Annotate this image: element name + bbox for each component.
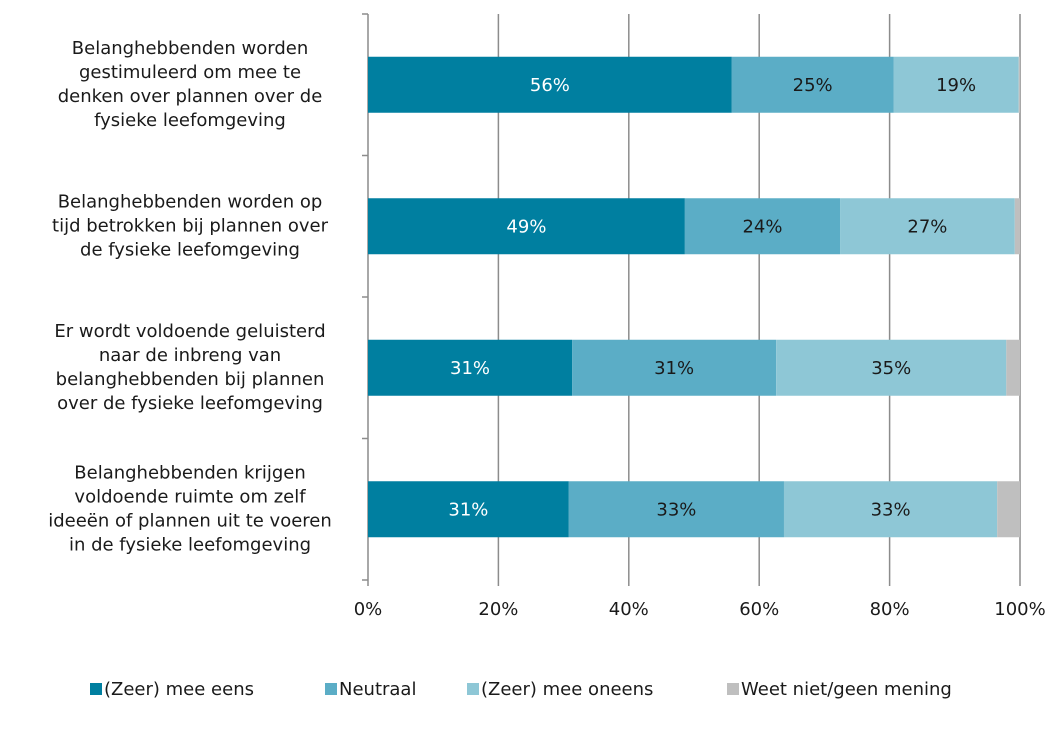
x-tick-label: 20% (478, 599, 518, 620)
category-label: belanghebbenden bij plannen (56, 369, 325, 390)
legend-label: (Zeer) mee eens (104, 679, 254, 700)
x-tick-label: 40% (609, 599, 649, 620)
value-label: 27% (907, 216, 947, 237)
category-label: tijd betrokken bij plannen over (52, 215, 329, 236)
legend-label: Weet niet/geen mening (741, 679, 952, 700)
category-label: naar de inbreng van (99, 345, 281, 366)
category-label: denken over plannen over de (58, 86, 323, 107)
bar-segment (368, 56, 732, 113)
bar-segment (893, 56, 1019, 113)
category-label: over de fysieke leefomgeving (57, 393, 323, 414)
bar-segment (997, 481, 1020, 538)
value-label: 31% (654, 358, 694, 379)
category-label: Belanghebbenden krijgen (74, 462, 305, 483)
legend-swatch (727, 683, 739, 695)
bar-segment (776, 339, 1007, 396)
bar-segment (1018, 56, 1020, 113)
category-label: voldoende ruimte om zelf (74, 486, 306, 507)
legend-swatch (325, 683, 337, 695)
legend-swatch (90, 683, 102, 695)
bar-segment (1006, 339, 1020, 396)
value-label: 56% (530, 75, 570, 96)
category-label: ideeën of plannen uit te voeren (48, 510, 332, 531)
bar-segment (783, 481, 998, 538)
value-label: 35% (871, 358, 911, 379)
category-label: fysieke leefomgeving (94, 110, 286, 131)
category-label: Er wordt voldoende geluisterd (54, 321, 325, 342)
x-tick-label: 80% (870, 599, 910, 620)
x-tick-label: 100% (994, 599, 1045, 620)
bar-segment (572, 339, 777, 396)
value-label: 49% (506, 216, 546, 237)
bar-segment (684, 198, 841, 255)
bar-segment (368, 198, 685, 255)
value-label: 31% (448, 499, 488, 520)
legend-label: (Zeer) mee oneens (481, 679, 653, 700)
category-label: in de fysieke leefomgeving (69, 534, 311, 555)
bar-segment (568, 481, 784, 538)
bar-segment (368, 481, 569, 538)
value-label: 24% (742, 216, 782, 237)
value-label: 19% (936, 75, 976, 96)
value-label: 31% (450, 358, 490, 379)
category-label: de fysieke leefomgeving (80, 239, 300, 260)
value-label: 33% (871, 499, 911, 520)
category-label: Belanghebbenden worden (72, 38, 308, 59)
category-label: Belanghebbenden worden op (58, 191, 323, 212)
value-label: 33% (656, 499, 696, 520)
bar-segment (368, 339, 573, 396)
legend-swatch (467, 683, 479, 695)
category-label: gestimuleerd om mee te (79, 62, 301, 83)
bar-segment (840, 198, 1015, 255)
value-label: 25% (793, 75, 833, 96)
x-tick-label: 0% (354, 599, 383, 620)
x-tick-label: 60% (739, 599, 779, 620)
bar-segment (1014, 198, 1020, 255)
bar-segment (731, 56, 894, 113)
legend-label: Neutraal (339, 679, 416, 700)
